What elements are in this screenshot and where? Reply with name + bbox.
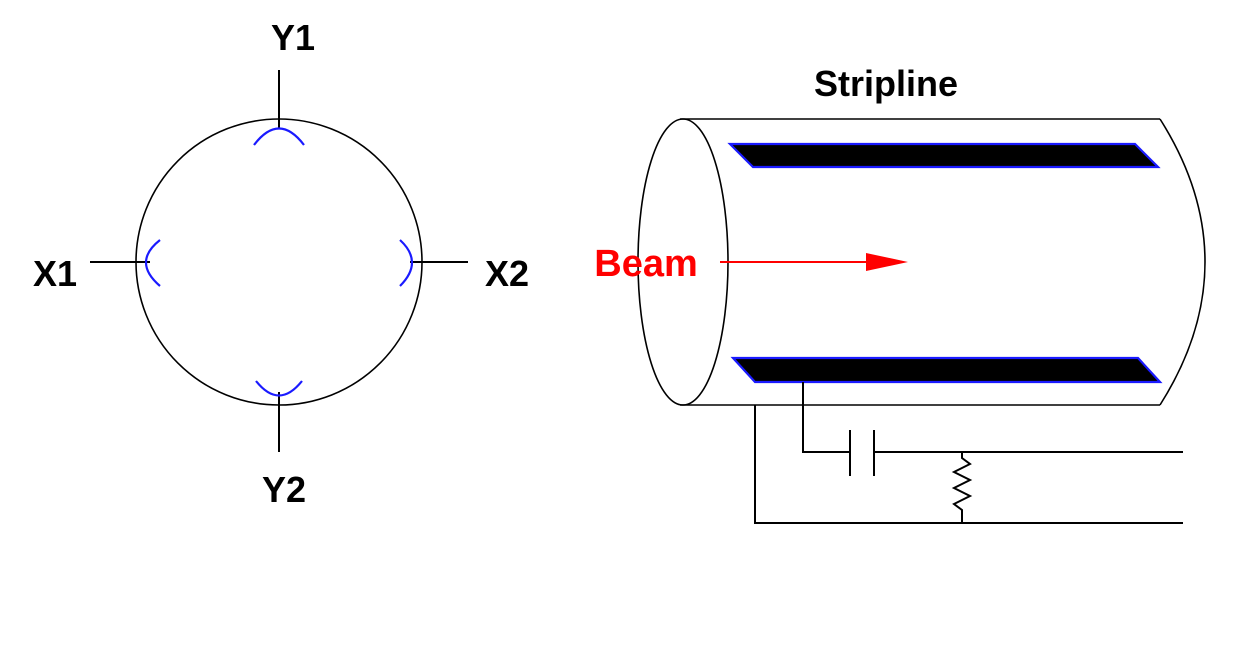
bottom-strip-electrode	[730, 356, 1163, 384]
cylinder-back-end	[1159, 118, 1206, 406]
label-y2: Y2	[262, 469, 306, 510]
electrode-y1	[253, 127, 305, 146]
stripline-cylinder: Stripline Beam	[594, 63, 1206, 406]
ground-wire	[754, 405, 1183, 524]
signal-wire-left	[802, 382, 850, 453]
label-x2: X2	[485, 253, 529, 294]
stripline-title: Stripline	[814, 63, 958, 104]
pickup-circuit	[754, 382, 1183, 524]
top-strip-electrode	[727, 142, 1161, 169]
label-x1: X1	[33, 253, 77, 294]
beam-arrow-head	[866, 253, 908, 271]
beam-label: Beam	[594, 243, 698, 285]
electrode-x1	[144, 239, 161, 287]
electrode-y2	[255, 380, 303, 397]
pickup-cross-section: Y1 Y2 X1 X2	[33, 17, 529, 510]
resistor-icon	[951, 452, 973, 523]
beam-pipe-circle	[135, 118, 423, 406]
label-y1: Y1	[271, 17, 315, 58]
electrode-x2	[399, 239, 414, 287]
